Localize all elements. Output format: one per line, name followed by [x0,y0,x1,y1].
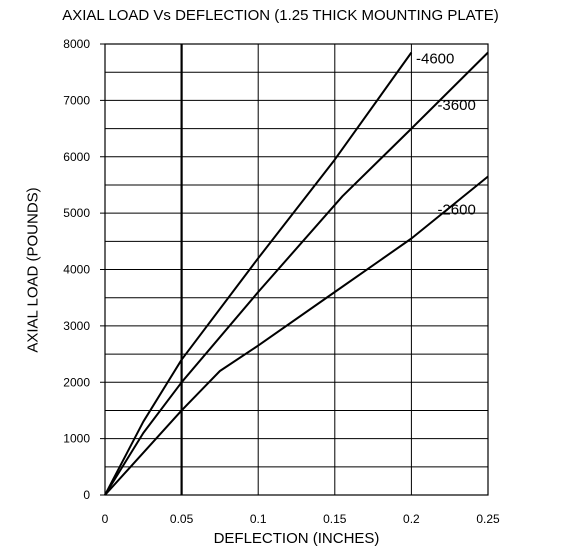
series-line [104,51,413,496]
x-tick-label: 0.05 [170,512,194,526]
axes [100,43,489,496]
series-label: -4600 [416,51,454,68]
series-label: -3600 [437,97,475,114]
y-tick-label: 1000 [63,432,90,446]
y-tick-label: 2000 [63,375,90,389]
y-tick-label: 5000 [63,206,90,220]
x-axis-label: DEFLECTION (INCHES) [213,530,380,547]
x-tick-label: 0.25 [476,512,500,526]
series-line [104,51,489,496]
y-tick-label: 8000 [63,37,90,51]
y-tick-label: 3000 [63,319,90,333]
series-label: -2600 [437,201,475,218]
x-tick-label: 0 [102,512,109,526]
tick-labels: 0 1000 2000 3000 4000 5000 6000 7000 8000 0 0.05 0.… [63,37,500,526]
chart-title: AXIAL LOAD Vs DEFLECTION (1.25 THICK MOU… [62,7,499,24]
series-labels: -4600 -3600 -2600 [416,51,476,219]
x-tick-label: 0.2 [403,512,420,526]
y-tick-label: 7000 [63,93,90,107]
y-tick-label: 0 [83,488,90,502]
x-tick-label: 0.1 [250,512,267,526]
y-tick-label: 6000 [63,150,90,164]
y-tick-label: 4000 [63,263,90,277]
grid [105,44,488,495]
x-tick-label: 0.15 [323,512,347,526]
series-line [104,175,489,496]
series-lines [104,51,489,496]
y-axis-label: AXIAL LOAD (POUNDS) [24,187,42,353]
